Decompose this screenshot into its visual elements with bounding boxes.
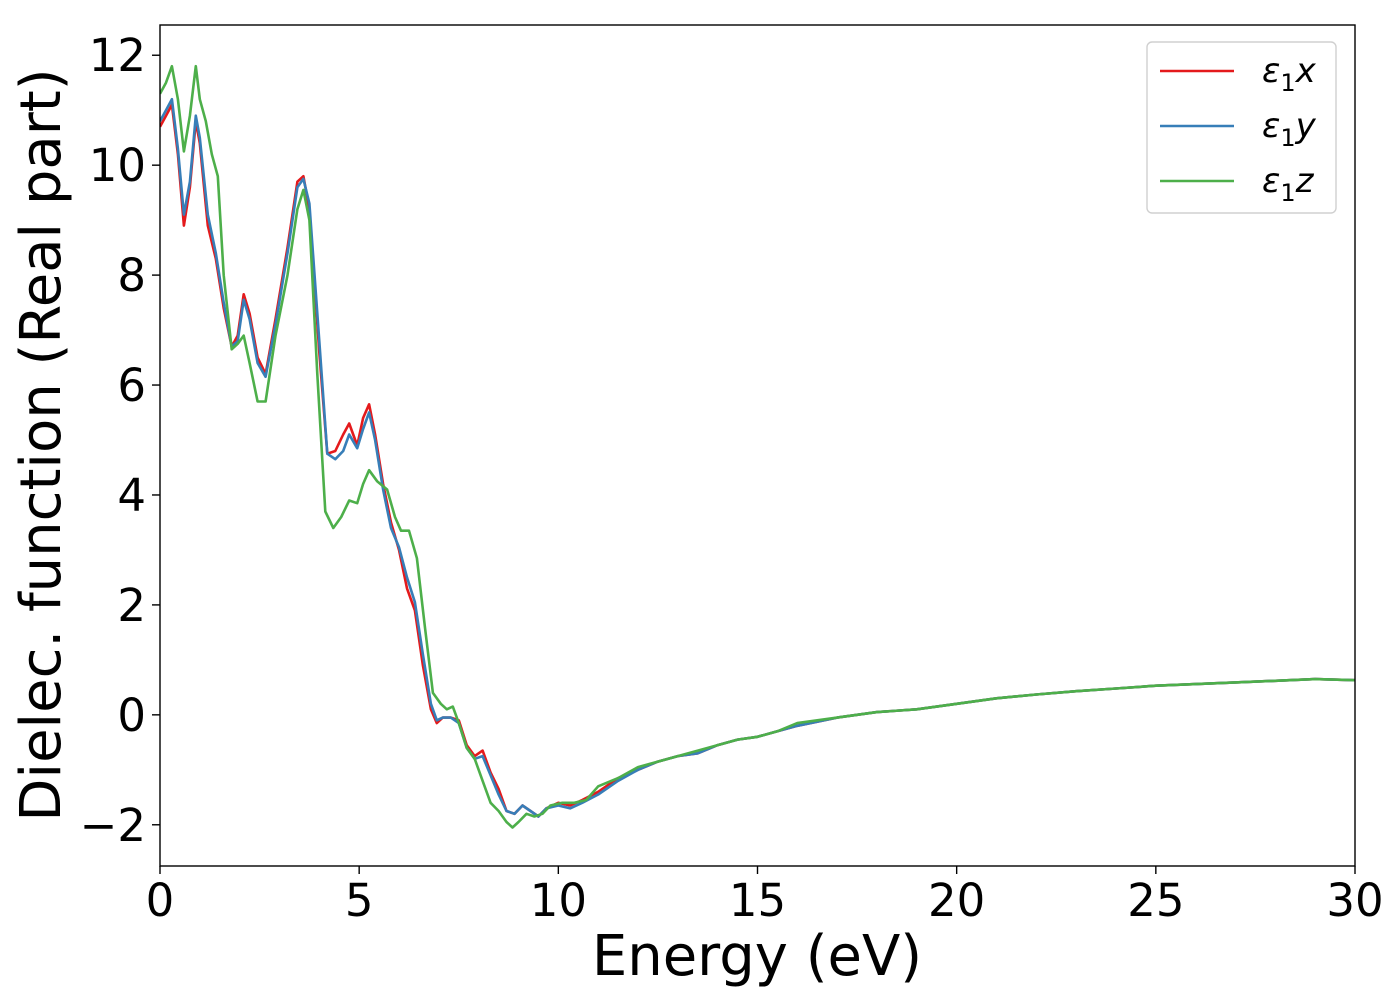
legend-label-0: ε1x [1262,51,1317,97]
series-layer [160,64,1355,829]
x-axis-title: Energy (eV) [592,924,922,989]
x-axis: 0 5 10 15 20 25 30 [146,866,1384,927]
legend-label-2: ε1z [1262,161,1315,207]
x-tick-label: 10 [530,874,587,927]
legend-label-1: ε1y [1262,106,1317,152]
y-axis: −2 0 2 4 6 8 10 12 [80,29,160,852]
y-tick-label: 10 [89,139,146,192]
y-tick-label: 2 [117,579,146,632]
y-tick-label: 12 [89,29,146,82]
y-tick-label: −2 [80,799,146,852]
x-tick-label: 20 [928,874,985,927]
x-tick-label: 15 [729,874,786,927]
y-tick-label: 8 [117,249,146,302]
legend-frame [1146,41,1337,214]
series-line-2 [160,64,1355,829]
y-tick-label: 6 [117,359,146,412]
x-tick-label: 5 [345,874,374,927]
legend: ε1x ε1y ε1z [1146,41,1337,214]
y-tick-label: 4 [117,469,146,522]
x-tick-label: 0 [146,874,175,927]
y-axis-title: Dielec. function (Real part) [9,68,74,821]
y-tick-label: 0 [117,689,146,742]
x-tick-label: 25 [1127,874,1184,927]
x-tick-label: 30 [1326,874,1383,927]
